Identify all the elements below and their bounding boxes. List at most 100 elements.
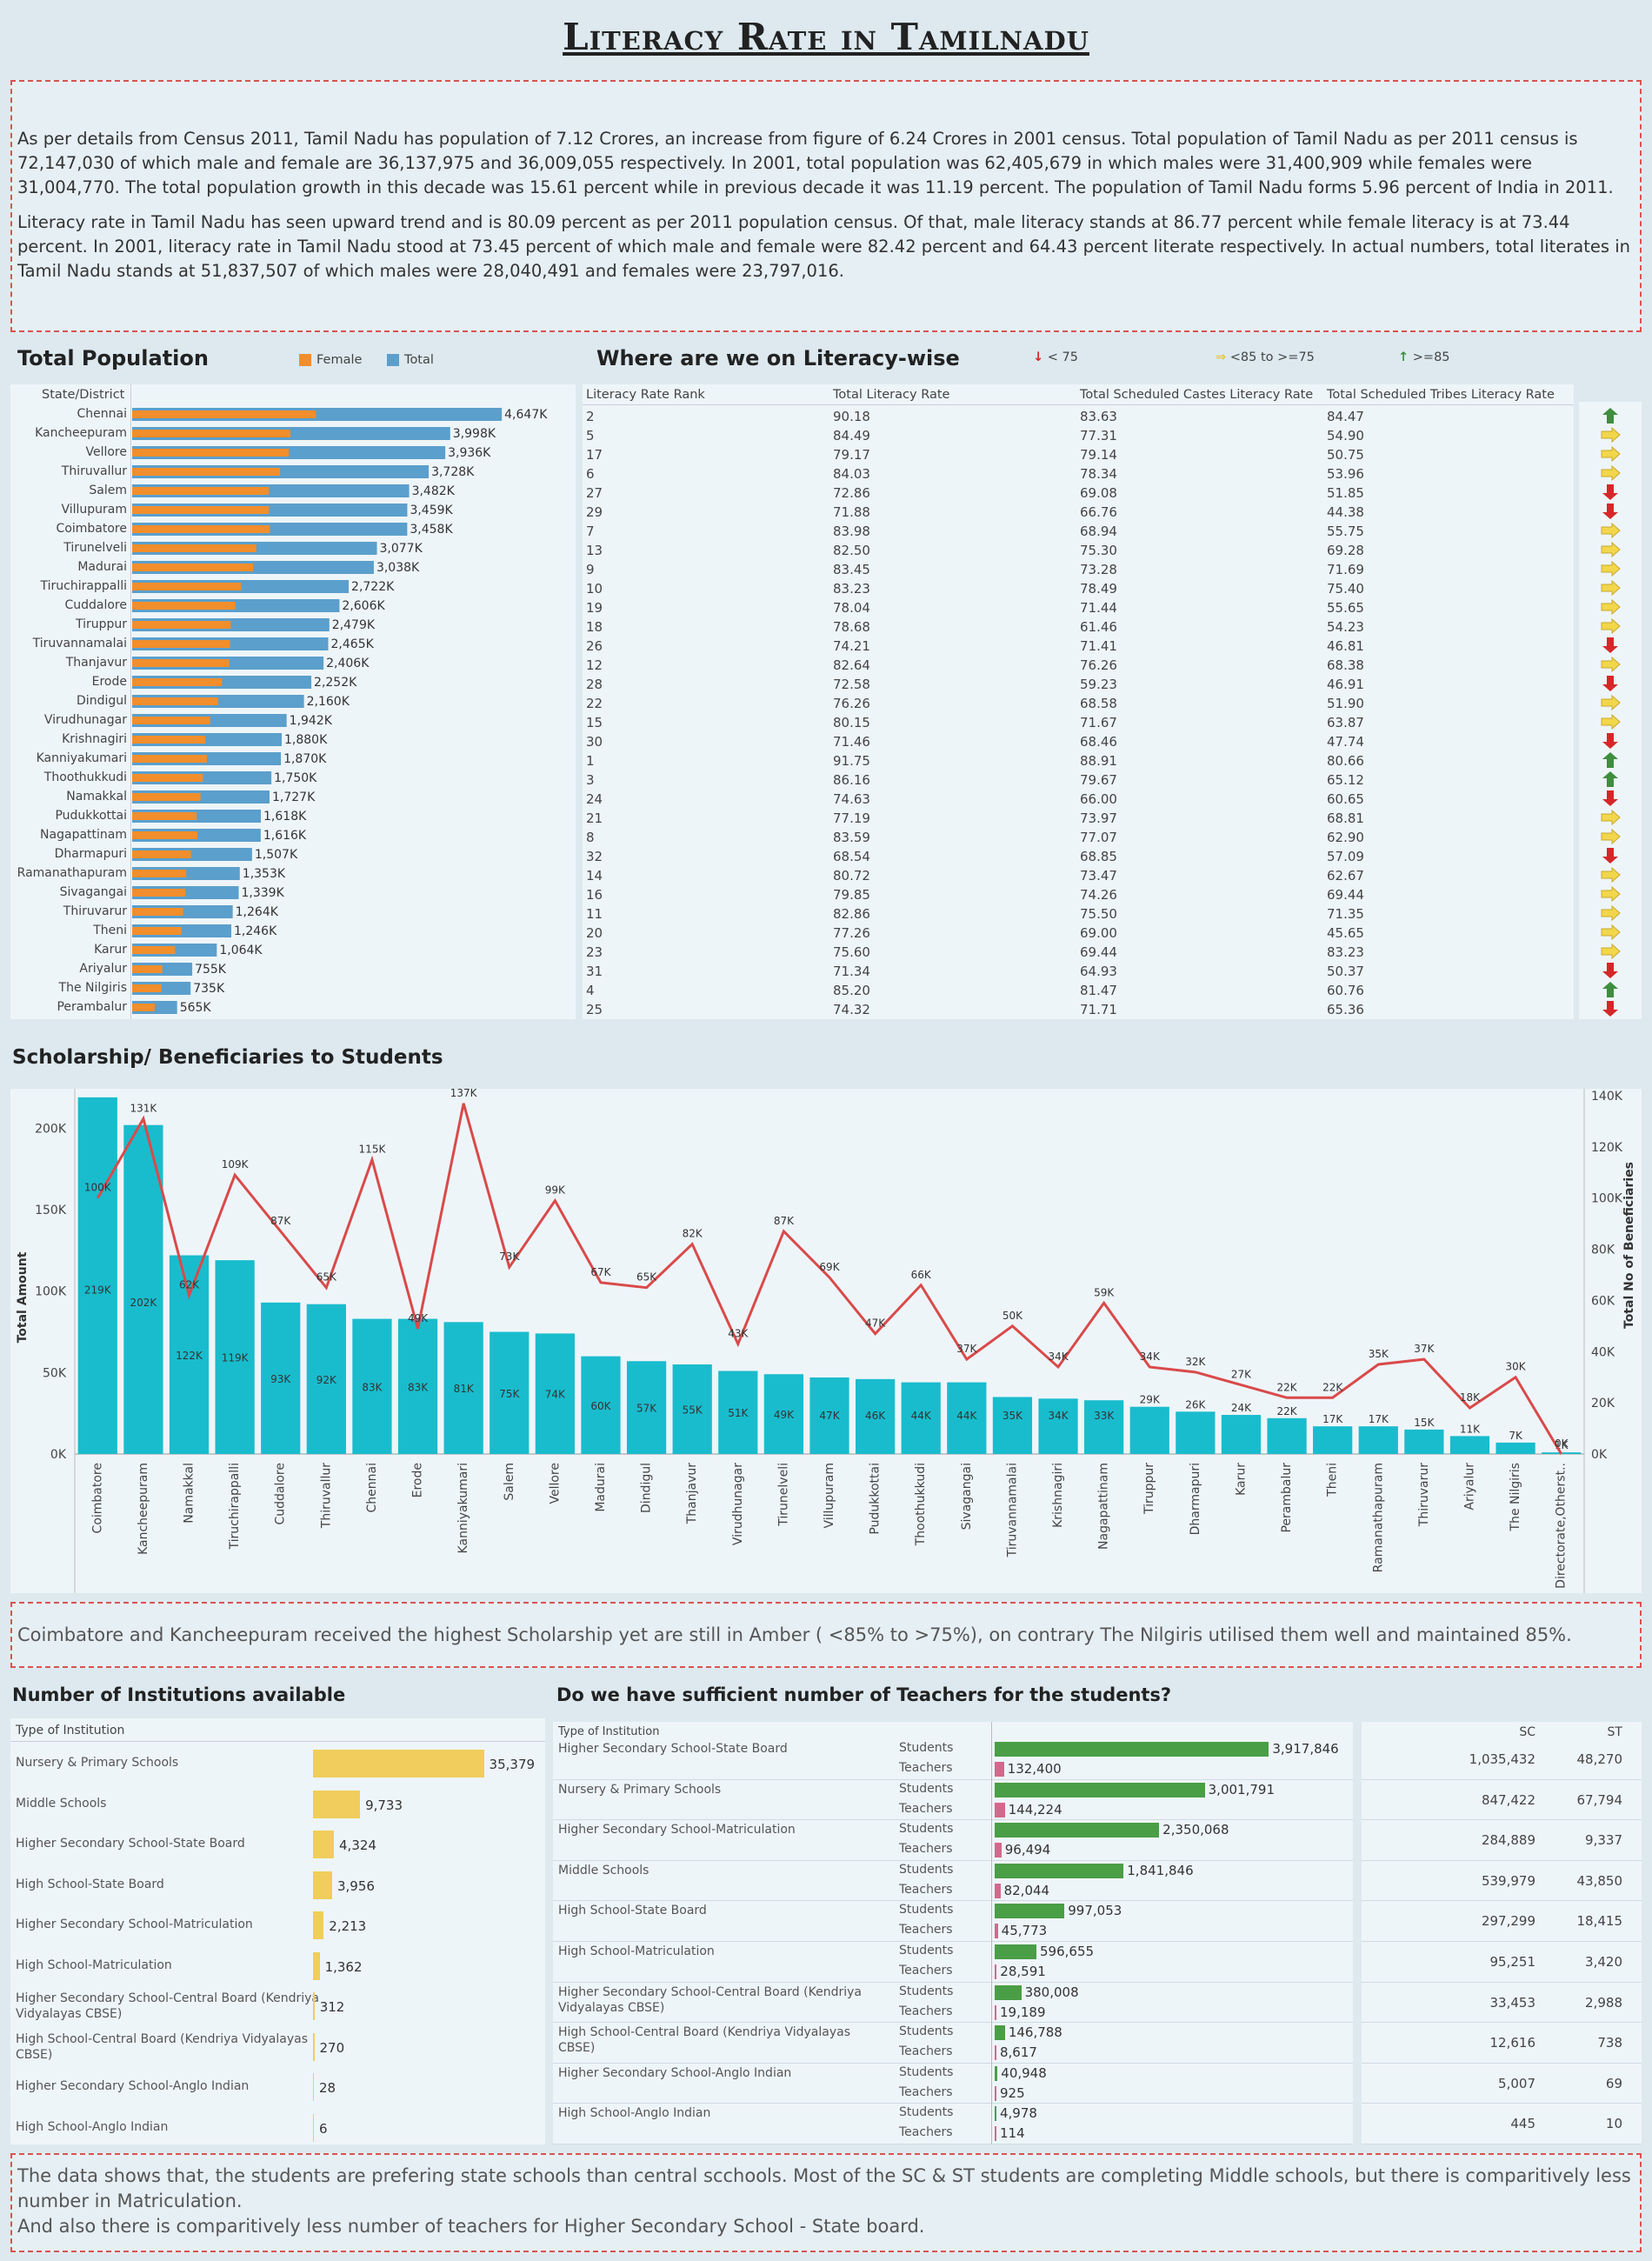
beneficiaries-label: 37K bbox=[956, 1343, 977, 1355]
amount-label: 17K bbox=[1322, 1413, 1343, 1425]
district-tick-label: Tiruchirappalli bbox=[228, 1463, 242, 1550]
students-bar bbox=[995, 1863, 1124, 1878]
down-arrow-icon bbox=[1602, 504, 1618, 519]
literacy-cell: 83.23 bbox=[1327, 944, 1364, 960]
institution-label: Nursery & Primary Schools bbox=[16, 1756, 179, 1770]
total-legend-swatch bbox=[387, 354, 400, 366]
amount-label: 93K bbox=[270, 1373, 291, 1385]
population-value-label: 3,458K bbox=[410, 523, 453, 537]
literacy-cell: 84.03 bbox=[833, 466, 870, 482]
teachers-label: Teachers bbox=[899, 2125, 953, 2140]
institution-value: 270 bbox=[319, 2039, 345, 2056]
beneficiaries-label: 49K bbox=[408, 1312, 429, 1324]
teacher-category-label: Higher Secondary School-Matriculation bbox=[558, 1823, 796, 1837]
right-arrow-icon bbox=[1601, 656, 1621, 673]
population-category-label: Dharmapuri bbox=[55, 847, 127, 861]
population-female-bar bbox=[132, 410, 316, 418]
students-value: 3,001,791 bbox=[1208, 1781, 1275, 1797]
sc-st-row: 1,035,432 48,270 bbox=[1362, 1739, 1642, 1780]
institution-row: Higher Secondary School-Matriculation 2,2… bbox=[10, 1906, 545, 1947]
beneficiaries-label: 131K bbox=[130, 1102, 158, 1114]
literacy-cell: 77.26 bbox=[833, 925, 870, 941]
institution-label: High School-Matriculation bbox=[16, 1958, 172, 1972]
beneficiaries-label: 30K bbox=[1506, 1361, 1527, 1373]
amount-label: 46K bbox=[865, 1410, 886, 1422]
right-axis-label: Total No of Beneficiaries bbox=[1622, 1162, 1636, 1329]
population-value-label: 2,722K bbox=[351, 580, 395, 594]
literacy-indicator-arrows bbox=[1601, 408, 1621, 1017]
teacher-category-label: High School-Central Board (Kendriya Vidy… bbox=[558, 2025, 850, 2056]
institution-label: Higher Secondary School-Central Board (K… bbox=[16, 1991, 319, 2021]
intro-paragraph-1: As per details from Census 2011, Tamil N… bbox=[17, 129, 1614, 197]
district-tick-label: Tiruvannamalai bbox=[1005, 1463, 1019, 1557]
right-axis-tick: 80K bbox=[1591, 1244, 1615, 1257]
students-value: 2,350,068 bbox=[1162, 1822, 1229, 1838]
literacy-cell: 79.14 bbox=[1080, 447, 1117, 463]
population-value-label: 2,465K bbox=[331, 637, 375, 651]
st-value: 48,270 bbox=[1576, 1751, 1623, 1767]
literacy-table: Literacy Rate Rank Total Literacy Rate T… bbox=[583, 384, 1574, 1019]
teacher-category-label: Higher Secondary School-Anglo Indian bbox=[558, 2065, 792, 2080]
right-axis-tick: 20K bbox=[1591, 1397, 1615, 1411]
down-arrow-icon bbox=[1602, 637, 1618, 653]
population-category-label: Karur bbox=[94, 943, 127, 957]
teachers-value: 8,617 bbox=[1000, 2044, 1037, 2061]
institution-bar bbox=[313, 1790, 361, 1818]
literacy-row: 31 71.34 64.93 50.37 bbox=[586, 962, 1569, 981]
beneficiaries-label: 22K bbox=[1322, 1381, 1343, 1393]
literacy-row: 32 68.54 68.85 57.09 bbox=[586, 847, 1569, 866]
district-tick-label: Tiruppur bbox=[1142, 1463, 1156, 1515]
amount-bar bbox=[1404, 1429, 1444, 1454]
literacy-legend-high: ↑ >=85 bbox=[1398, 350, 1450, 364]
population-category-label: The Nilgiris bbox=[58, 981, 127, 995]
teachers-value: 144,224 bbox=[1008, 1801, 1062, 1817]
bottom-note-line-1: The data shows that, the students are pr… bbox=[17, 2165, 1631, 2211]
beneficiaries-label: 115K bbox=[359, 1144, 387, 1156]
population-value-label: 1,727K bbox=[272, 790, 316, 804]
literacy-cell: 46.81 bbox=[1327, 638, 1364, 654]
literacy-title: Where are we on Literacy-wise bbox=[596, 346, 960, 370]
population-female-bar bbox=[132, 468, 281, 476]
population-legend: Female Total bbox=[299, 353, 434, 367]
population-category-label: Dindigul bbox=[77, 694, 127, 708]
literacy-cell: 21 bbox=[586, 810, 603, 826]
col-header-rank: Literacy Rate Rank bbox=[586, 388, 705, 402]
literacy-cell: 68.85 bbox=[1080, 849, 1117, 864]
literacy-cell: 62.90 bbox=[1327, 830, 1364, 845]
population-value-label: 2,160K bbox=[307, 695, 350, 709]
literacy-cell: 54.90 bbox=[1327, 428, 1364, 444]
institution-value: 3,956 bbox=[336, 1877, 375, 1894]
literacy-cell: 30 bbox=[586, 734, 603, 750]
population-female-bar bbox=[132, 946, 176, 954]
teacher-row: High School-Anglo Indian Students Teachers… bbox=[553, 2104, 1353, 2144]
population-category-label: Sivagangai bbox=[60, 885, 127, 899]
teacher-category-label: Nursery & Primary Schools bbox=[558, 1782, 722, 1797]
amount-bar bbox=[992, 1397, 1033, 1454]
students-label: Students bbox=[899, 2024, 954, 2039]
beneficiaries-label: 65K bbox=[316, 1271, 337, 1284]
teacher-row: Higher Secondary School-State Board Stude… bbox=[553, 1739, 1353, 1780]
literacy-legend-low: ↓ < 75 bbox=[1033, 350, 1078, 364]
teachers-label: Teachers bbox=[899, 1842, 953, 1857]
beneficiaries-label: 18K bbox=[1460, 1391, 1481, 1404]
literacy-row: 19 78.04 71.44 55.65 bbox=[586, 598, 1569, 617]
scholarship-note: Coimbatore and Kancheepuram received the… bbox=[10, 1602, 1642, 1668]
district-tick-label: Ariyalur bbox=[1462, 1463, 1476, 1511]
beneficiaries-label: 69K bbox=[819, 1261, 840, 1273]
amount-label: 81K bbox=[454, 1383, 475, 1395]
literacy-cell: 1 bbox=[586, 753, 595, 769]
population-female-bar bbox=[132, 487, 270, 495]
amount-label: 57K bbox=[636, 1403, 657, 1415]
sc-header: SC bbox=[1519, 1725, 1535, 1739]
beneficiaries-label: 22K bbox=[1276, 1381, 1297, 1393]
literacy-cell: 31 bbox=[586, 964, 603, 979]
population-value-label: 1,880K bbox=[284, 733, 328, 747]
sc-st-panel: SC ST 1,035,432 48,270 847,422 67,794 284,88… bbox=[1362, 1722, 1642, 2144]
teachers-value: 114 bbox=[1000, 2125, 1025, 2142]
literacy-cell: 71.46 bbox=[833, 734, 870, 750]
sc-st-row: 297,299 18,415 bbox=[1362, 1901, 1642, 1942]
literacy-row: 17 79.17 79.14 50.75 bbox=[586, 445, 1569, 464]
amount-label: 51K bbox=[728, 1407, 749, 1419]
literacy-cell: 22 bbox=[586, 696, 603, 711]
amount-bar bbox=[1495, 1442, 1535, 1454]
